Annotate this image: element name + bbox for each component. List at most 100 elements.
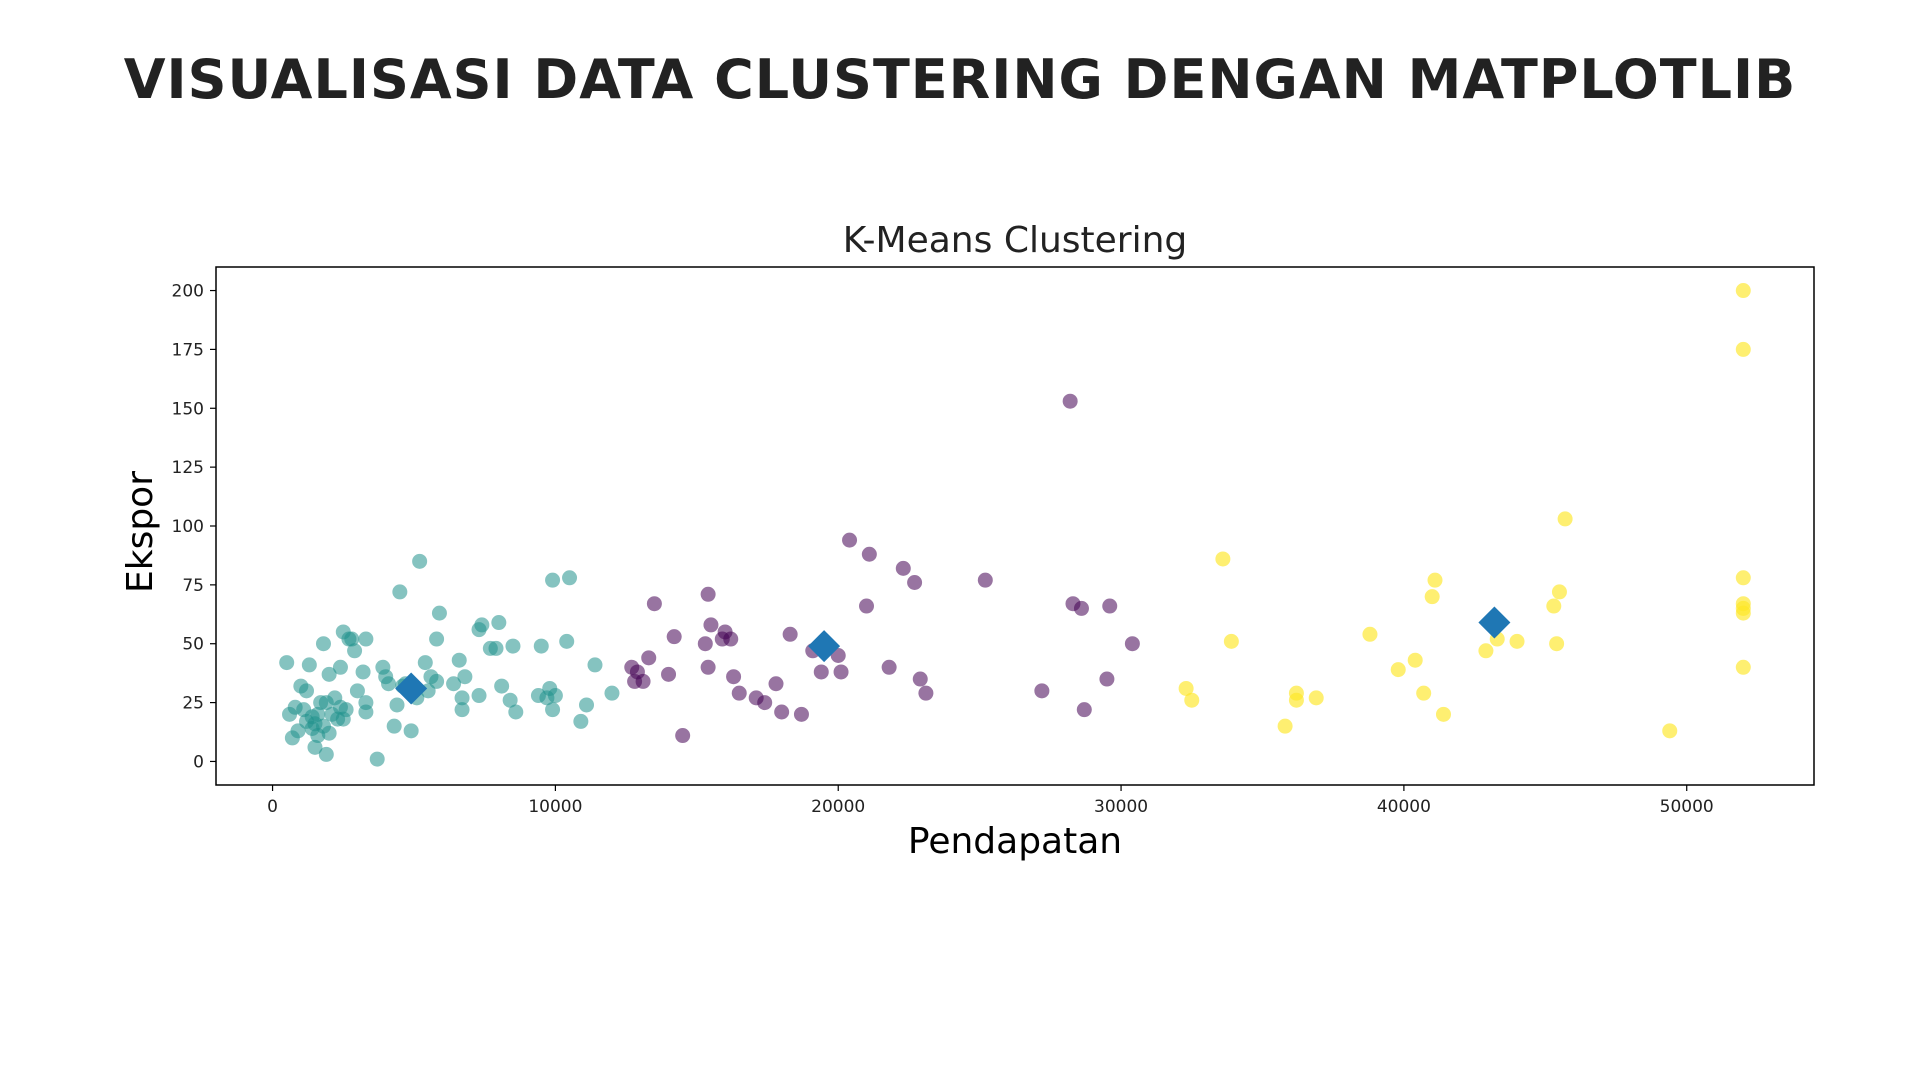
cluster-0-point (349, 683, 365, 699)
cluster-1-point (661, 666, 677, 682)
cluster-0-point (573, 713, 589, 729)
cluster-0-point (545, 572, 561, 588)
cluster-0-point (347, 643, 363, 659)
x-axis-label: Pendapatan (908, 821, 1122, 862)
cluster-0-point (508, 704, 524, 720)
cluster-1-point (700, 586, 716, 602)
cluster-2-point (1427, 572, 1443, 588)
cluster-1-point (1124, 636, 1140, 652)
cluster-1-point (1076, 702, 1092, 718)
cluster-0-point (429, 631, 445, 647)
cluster-1-point (861, 546, 877, 562)
cluster-2-point (1478, 643, 1494, 659)
cluster-0-point (389, 697, 405, 713)
centroid-marker-0 (395, 672, 428, 705)
cluster-1-point (723, 631, 739, 647)
cluster-1-point (813, 664, 829, 680)
y-tick-label: 75 (182, 576, 204, 596)
cluster-0-point (579, 697, 595, 713)
cluster-1-point (830, 648, 846, 663)
x-tick-label: 50000 (1660, 797, 1714, 817)
cluster-1-point (641, 650, 657, 666)
cluster-2-point (1178, 680, 1194, 696)
cluster-1-point (646, 596, 662, 612)
cluster-2-point (1546, 598, 1562, 614)
cluster-1-point (842, 532, 858, 548)
cluster-0-point (358, 631, 374, 647)
cluster-1-point (977, 572, 993, 588)
cluster-0-point (358, 704, 374, 720)
cluster-1-point (907, 575, 923, 591)
cluster-0-point (321, 725, 337, 741)
cluster-0-point (344, 631, 360, 647)
cluster-1-point (1073, 600, 1089, 616)
cluster-1-point (697, 636, 713, 652)
y-tick-label: 125 (172, 458, 204, 478)
cluster-1-point (912, 671, 928, 687)
cluster-1-point (768, 676, 784, 692)
slide-title: VISUALISASI DATA CLUSTERING DENGAN MATPL… (123, 48, 1797, 111)
cluster-0-point (471, 688, 487, 704)
marks-layer (279, 283, 1751, 767)
cluster-2-point (1390, 662, 1406, 678)
cluster-0-point (533, 638, 549, 654)
cluster-2-point (1308, 690, 1324, 706)
cluster-1-point (1062, 393, 1078, 409)
cluster-0-point (505, 638, 521, 654)
cluster-0-point (307, 739, 323, 755)
cluster-2-point (1662, 723, 1678, 739)
cluster-2-point (1223, 633, 1239, 649)
cluster-0-point (454, 690, 470, 706)
y-axis-label: Ekspor (120, 471, 161, 593)
cluster-2-point (1549, 636, 1565, 652)
cluster-0-point (545, 702, 561, 718)
cluster-0-point (559, 633, 575, 649)
cluster-0-point (392, 584, 408, 600)
cluster-0-point (310, 706, 326, 722)
cluster-0-point (338, 702, 354, 718)
cluster-2-point (1288, 692, 1304, 708)
cluster-0-point (547, 688, 563, 704)
x-tick-label: 40000 (1377, 797, 1431, 817)
y-tick-label: 200 (172, 282, 204, 302)
y-tick-label: 100 (172, 517, 204, 537)
cluster-1-point (833, 664, 849, 680)
cluster-0-point (279, 655, 295, 671)
cluster-1-point (1099, 671, 1115, 687)
cluster-2-point (1424, 589, 1440, 605)
cluster-1-point (918, 685, 934, 701)
cluster-1-point (1034, 683, 1050, 699)
y-tick-label: 25 (182, 694, 204, 714)
cluster-2-point (1735, 605, 1751, 621)
cluster-1-point (895, 560, 911, 576)
cluster-0-point (318, 746, 334, 762)
cluster-0-point (446, 676, 462, 692)
cluster-1-point (703, 617, 719, 633)
cluster-0-point (474, 617, 490, 633)
cluster-1-point (1102, 598, 1118, 614)
cluster-0-point (381, 676, 397, 692)
x-tick-label: 20000 (811, 797, 865, 817)
cluster-0-point (429, 673, 445, 689)
cluster-0-point (321, 666, 337, 682)
cluster-0-point (355, 664, 371, 680)
cluster-0-point (315, 636, 331, 652)
cluster-1-point (774, 704, 790, 720)
cluster-0-point (562, 570, 578, 586)
cluster-2-point (1362, 626, 1378, 642)
cluster-2-point (1215, 551, 1231, 567)
y-tick-label: 0 (193, 752, 204, 772)
centroid-marker-1 (808, 630, 841, 663)
cluster-0-point (369, 751, 385, 767)
cluster-1-point (859, 598, 875, 614)
cluster-0-point (299, 683, 315, 699)
cluster-0-point (494, 678, 510, 694)
x-tick-label: 0 (267, 797, 278, 817)
y-tick-label: 175 (172, 340, 204, 360)
cluster-0-point (451, 652, 467, 668)
cluster-1-point (793, 706, 809, 722)
cluster-0-point (587, 657, 603, 673)
cluster-0-point (332, 659, 348, 675)
